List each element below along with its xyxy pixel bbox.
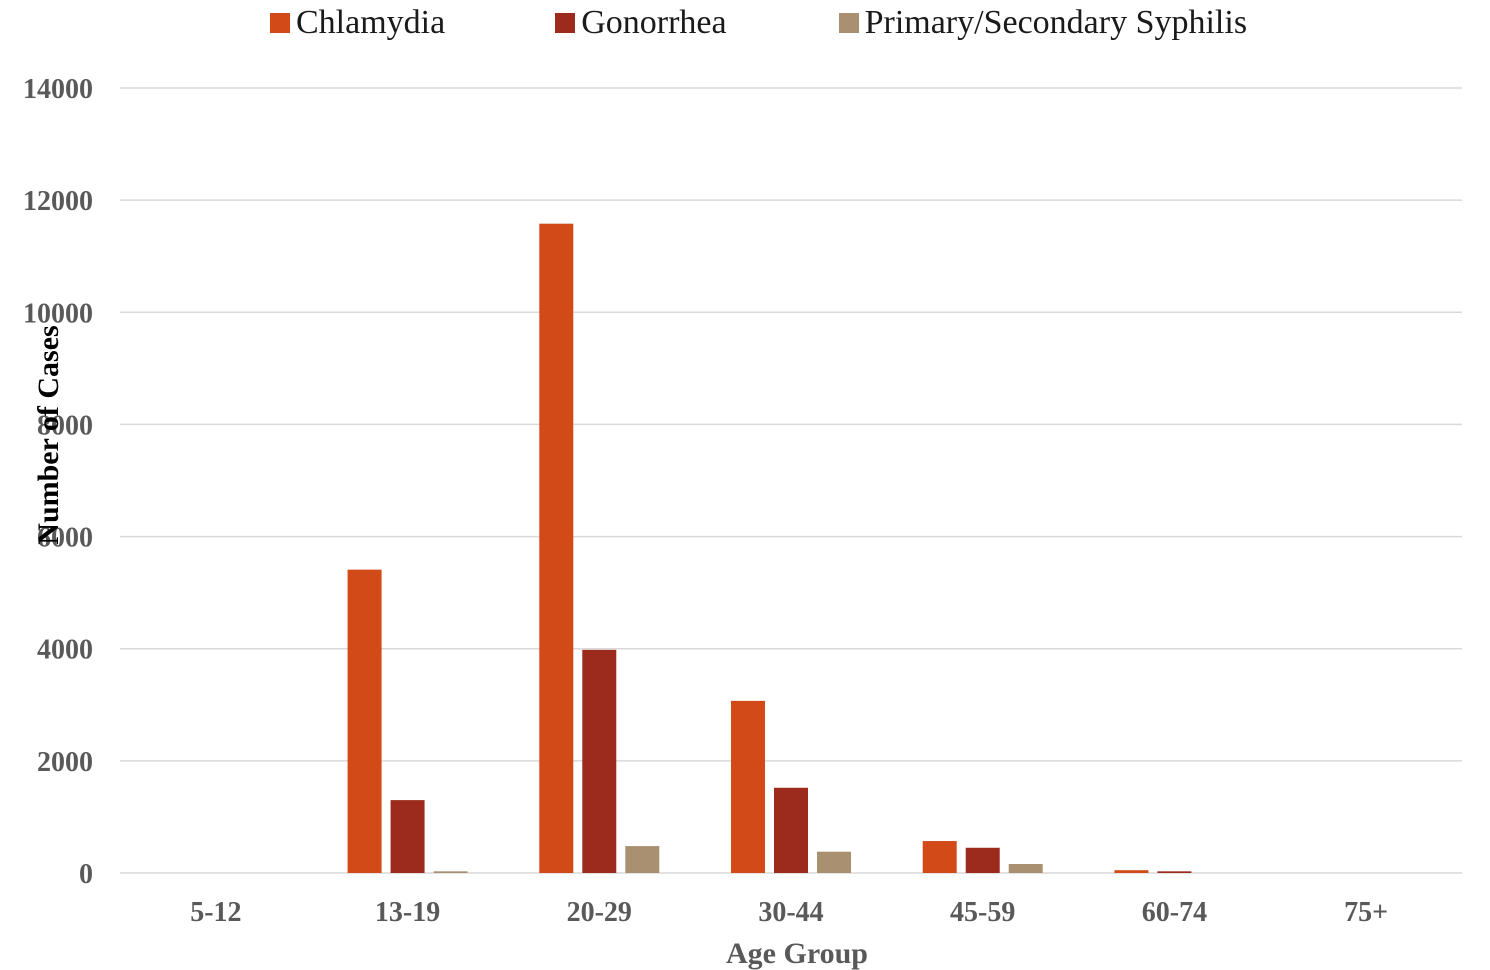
x-tick-label-75+: 75+ xyxy=(1344,897,1388,928)
x-tick-label-60-74: 60-74 xyxy=(1142,897,1207,928)
legend-item-gonorrhea: Gonorrhea xyxy=(555,4,727,42)
legend: Chlamydia Gonorrhea Primary/Secondary Sy… xyxy=(270,0,1247,46)
y-tick-label-8000: 8000 xyxy=(37,410,93,441)
legend-swatch-gonorrhea xyxy=(555,13,576,33)
bar-primary-secondary-syphilis-45-59 xyxy=(1008,864,1043,873)
legend-swatch-syphilis xyxy=(838,13,859,33)
y-tick-label-14000: 14000 xyxy=(23,74,93,105)
bar-chlamydia-60-74 xyxy=(1114,870,1149,873)
y-axis-title: Number of Cases xyxy=(32,325,65,544)
y-tick-label-10000: 10000 xyxy=(23,298,93,329)
y-tick-label-0: 0 xyxy=(79,859,93,890)
legend-item-syphilis: Primary/Secondary Syphilis xyxy=(838,4,1248,42)
y-axis-ticks: 0 2000 4000 6000 8000 10000 12000 14000 xyxy=(23,74,93,890)
legend-swatch-chlamydia xyxy=(270,13,290,33)
bar-primary-secondary-syphilis-30-44 xyxy=(817,851,851,873)
bar-chlamydia-45-59 xyxy=(922,841,957,873)
bars xyxy=(347,223,1192,873)
bar-chlamydia-20-29 xyxy=(539,223,574,873)
x-axis-ticks: 5-12 13-19 20-29 30-44 45-59 60-74 75+ xyxy=(190,897,1388,928)
y-tick-label-2000: 2000 xyxy=(37,747,93,778)
bar-chlamydia-30-44 xyxy=(731,700,765,873)
x-tick-label-13-19: 13-19 xyxy=(375,897,440,928)
bar-gonorrhea-20-29 xyxy=(582,649,617,873)
x-tick-label-45-59: 45-59 xyxy=(950,897,1015,928)
bar-gonorrhea-60-74 xyxy=(1157,871,1192,873)
legend-label-gonorrhea: Gonorrhea xyxy=(581,4,727,41)
gridlines xyxy=(120,87,1462,874)
bar-primary-secondary-syphilis-20-29 xyxy=(625,846,660,873)
bar-gonorrhea-13-19 xyxy=(390,800,425,873)
x-tick-label-30-44: 30-44 xyxy=(758,897,823,928)
legend-item-chlamydia: Chlamydia xyxy=(270,4,445,42)
bar-chlamydia-13-19 xyxy=(347,569,382,873)
legend-label-chlamydia: Chlamydia xyxy=(296,4,446,41)
legend-label-syphilis: Primary/Secondary Syphilis xyxy=(864,4,1248,41)
y-tick-label-4000: 4000 xyxy=(37,635,93,666)
bar-gonorrhea-30-44 xyxy=(774,787,808,873)
x-tick-label-5-12: 5-12 xyxy=(190,897,241,928)
bar-primary-secondary-syphilis-13-19 xyxy=(433,871,468,873)
y-tick-label-6000: 6000 xyxy=(37,523,93,554)
x-tick-label-20-29: 20-29 xyxy=(567,897,632,928)
x-axis-title: Age Group xyxy=(726,937,868,970)
y-tick-label-12000: 12000 xyxy=(23,186,93,217)
bar-gonorrhea-45-59 xyxy=(965,847,1000,873)
